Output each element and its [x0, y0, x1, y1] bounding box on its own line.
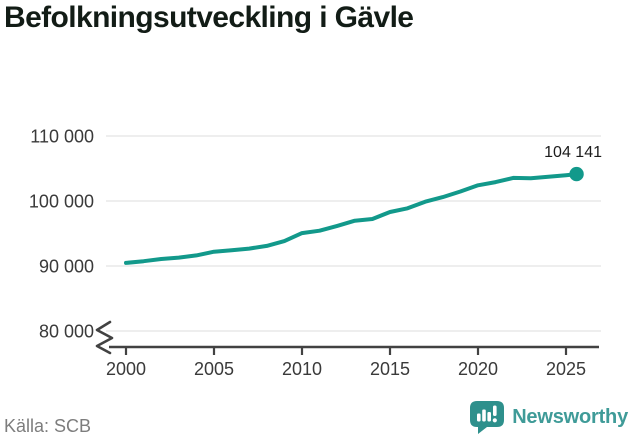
speech-bubble-shape: [470, 401, 505, 434]
x-tick-label: 2020: [458, 359, 498, 379]
exclamation-stem: [493, 405, 497, 416]
x-tick-label: 2025: [546, 359, 586, 379]
chart-title: Befolkningsutveckling i Gävle: [4, 1, 414, 34]
bar-medium: [487, 412, 492, 422]
exclamation-dot: [492, 418, 498, 423]
x-tick-label: 2015: [370, 359, 410, 379]
x-tick-label: 2010: [282, 359, 322, 379]
newsworthy-bubble-chart-icon: [470, 401, 505, 434]
population-line: [124, 172, 579, 265]
newsworthy-wordmark: Newsworthy: [512, 405, 628, 428]
x-tick-label: 2005: [194, 359, 234, 379]
bar-tall: [482, 409, 486, 422]
latest-point-marker: [569, 166, 584, 182]
source-attribution: Källa: SCB: [4, 416, 92, 436]
x-tick-label: 2000: [106, 359, 146, 379]
y-tick-label: 90 000: [39, 257, 94, 277]
bar-small: [477, 413, 481, 422]
axis-break-icon: [95, 320, 114, 355]
y-tick-label: 100 000: [29, 192, 94, 212]
y-tick-label: 110 000: [30, 127, 94, 147]
newsworthy-logo[interactable]: Newsworthy: [469, 400, 628, 434]
latest-value-label: 104 141: [544, 144, 602, 161]
y-tick-label: 80 000: [39, 322, 94, 342]
